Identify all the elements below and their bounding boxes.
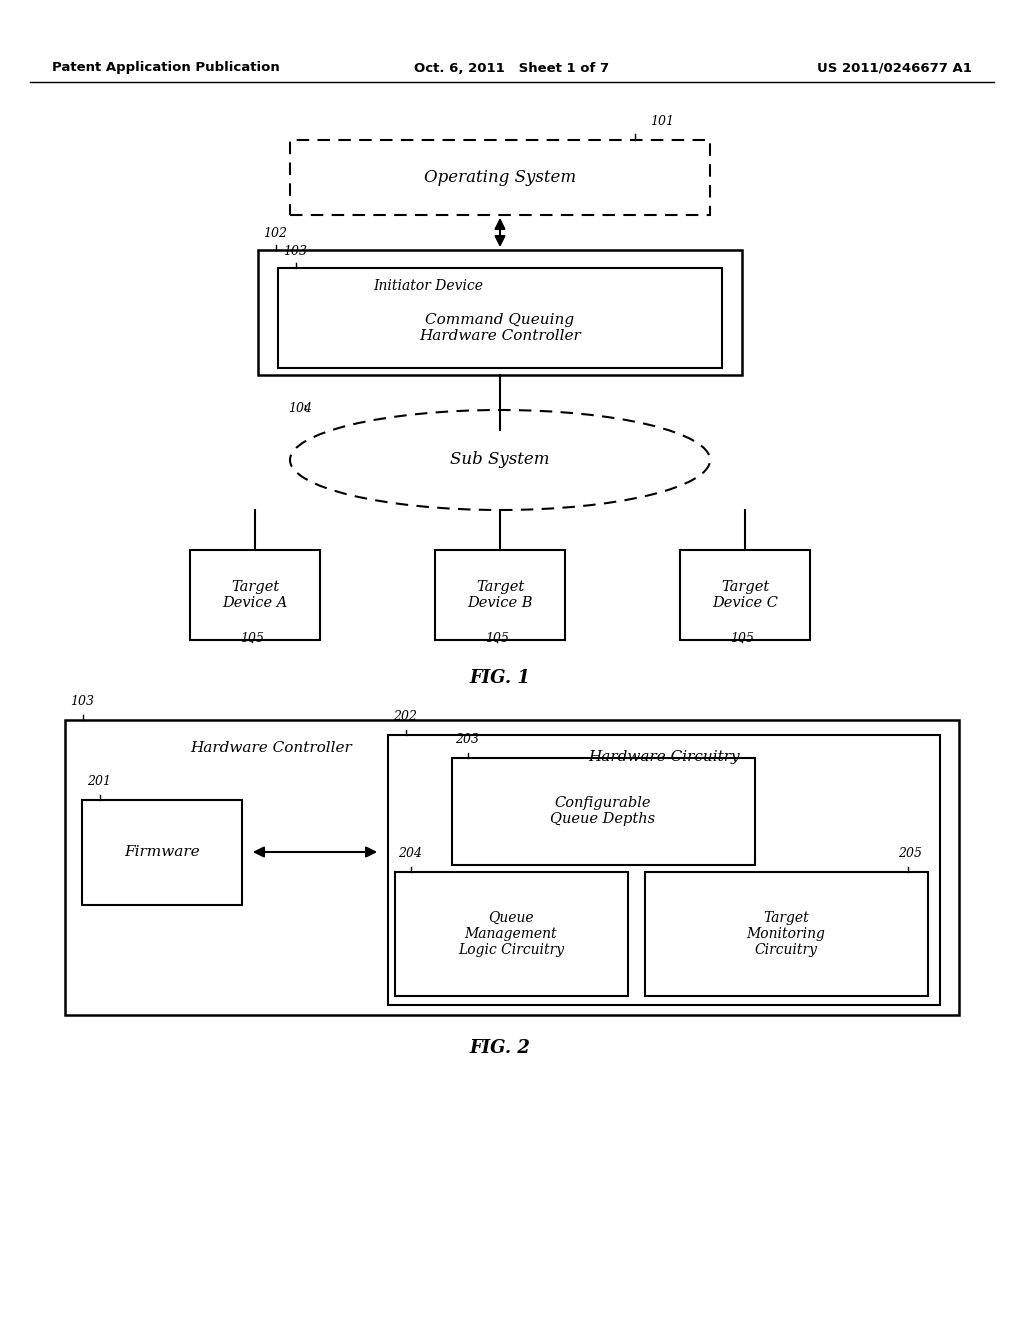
Text: Target
Device C: Target Device C <box>712 579 778 610</box>
Text: FIG. 2: FIG. 2 <box>470 1039 530 1057</box>
Text: 103: 103 <box>283 246 307 257</box>
Text: Hardware Controller: Hardware Controller <box>190 741 352 755</box>
Text: 103: 103 <box>70 696 94 708</box>
Text: Patent Application Publication: Patent Application Publication <box>52 62 280 74</box>
Text: 101: 101 <box>650 115 674 128</box>
Text: Operating System: Operating System <box>424 169 577 186</box>
Bar <box>290 140 710 215</box>
Text: 202: 202 <box>393 710 417 723</box>
Text: 105: 105 <box>485 632 509 645</box>
Text: Sub System: Sub System <box>451 451 550 469</box>
Text: 203: 203 <box>455 733 479 746</box>
Bar <box>388 735 940 1005</box>
Text: 205: 205 <box>898 847 922 861</box>
Bar <box>258 249 742 375</box>
Text: Configurable
Queue Depths: Configurable Queue Depths <box>551 796 655 826</box>
Text: 105: 105 <box>240 632 264 645</box>
Bar <box>82 800 242 906</box>
Text: Queue
Management
Logic Circuitry: Queue Management Logic Circuitry <box>458 911 564 957</box>
Bar <box>190 550 319 640</box>
Text: 204: 204 <box>398 847 422 861</box>
Text: FIG. 1: FIG. 1 <box>470 669 530 686</box>
Text: Hardware Circuitry: Hardware Circuitry <box>588 750 739 764</box>
Bar <box>65 719 959 1015</box>
Text: Target
Monitoring
Circuitry: Target Monitoring Circuitry <box>746 911 825 957</box>
Ellipse shape <box>290 411 710 510</box>
Text: 105: 105 <box>730 632 754 645</box>
Text: Firmware: Firmware <box>124 845 200 859</box>
Text: 102: 102 <box>263 227 287 240</box>
Text: Target
Device A: Target Device A <box>222 579 288 610</box>
Text: US 2011/0246677 A1: US 2011/0246677 A1 <box>817 62 972 74</box>
Bar <box>395 873 628 997</box>
Bar <box>278 268 722 368</box>
Text: Command Queuing
Hardware Controller: Command Queuing Hardware Controller <box>419 313 581 343</box>
Text: Initiator Device: Initiator Device <box>373 279 483 293</box>
Text: 104: 104 <box>288 403 312 414</box>
Bar <box>645 873 928 997</box>
Text: 201: 201 <box>87 775 111 788</box>
Bar <box>452 758 755 865</box>
Text: Target
Device B: Target Device B <box>467 579 532 610</box>
Text: Oct. 6, 2011   Sheet 1 of 7: Oct. 6, 2011 Sheet 1 of 7 <box>415 62 609 74</box>
Bar <box>435 550 565 640</box>
Bar <box>680 550 810 640</box>
